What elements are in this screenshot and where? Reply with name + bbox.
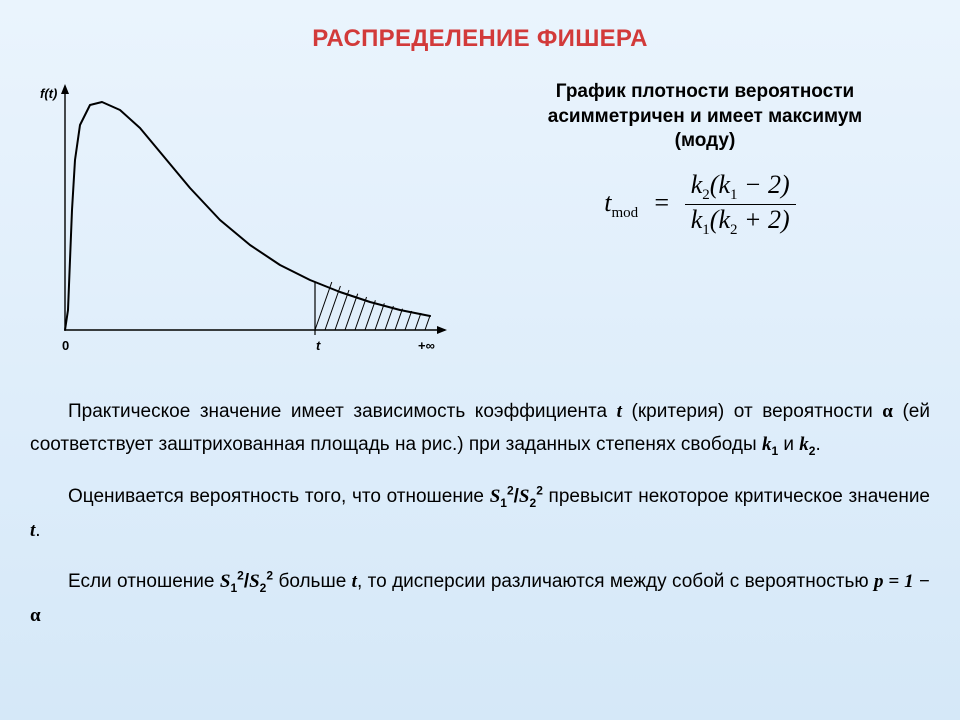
paragraph-3: Если отношение S12/S22 больше t, то дисп… (30, 565, 930, 632)
page-title: РАСПРЕДЕЛЕНИЕ ФИШЕРА (0, 0, 960, 53)
x-axis-origin: 0 (62, 338, 69, 353)
body-text: Практическое значение имеет зависимость … (30, 395, 930, 650)
paragraph-2: Оценивается вероятность того, что отноше… (30, 480, 930, 547)
x-axis-infinity: +∞ (418, 338, 435, 353)
y-axis-label: f(t) (40, 86, 57, 101)
chart-subtitle: График плотности вероятности асимметриче… (490, 80, 920, 154)
density-chart: f(t) 0 t +∞ (40, 80, 460, 360)
paragraph-1: Практическое значение имеет зависимость … (30, 395, 930, 462)
x-axis-t: t (316, 338, 320, 353)
mode-formula: tmod = k2(k1 − 2) k1(k2 + 2) (530, 170, 870, 239)
